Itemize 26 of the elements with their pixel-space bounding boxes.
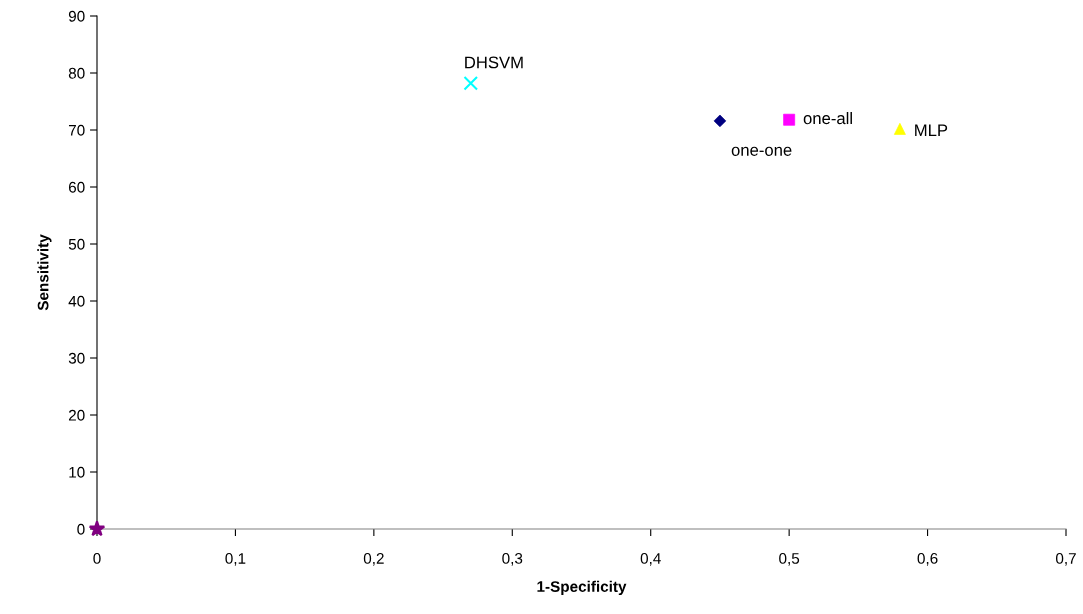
y-tick-label: 50 <box>68 238 85 250</box>
series-label: one-one <box>731 146 792 156</box>
x-tick-label: 0,5 <box>779 553 800 566</box>
y-tick-label: 30 <box>68 352 85 364</box>
x-tick-label: 0,4 <box>640 553 661 566</box>
y-tick-label: 40 <box>68 295 85 307</box>
x-axis-title: 1-Specificity <box>537 580 627 595</box>
x-tick-label: 0,3 <box>502 553 523 566</box>
x-tick-label: 0,2 <box>363 553 384 566</box>
point <box>88 520 106 537</box>
x-tick-label: 0,6 <box>917 553 938 566</box>
y-tick-label: 80 <box>68 67 85 79</box>
point <box>463 75 479 91</box>
x-tick-label: 0 <box>93 553 101 564</box>
series-label: MLP <box>915 124 948 136</box>
series-label: DHSVM <box>465 56 523 69</box>
y-tick-label: 60 <box>68 181 85 193</box>
y-tick-label: 70 <box>68 124 85 136</box>
y-tick-label: 10 <box>69 466 85 478</box>
y-tick-label: 0 <box>77 523 85 535</box>
y-axis-title: Sensitivity <box>37 234 52 311</box>
x-tick-label: 0,1 <box>225 553 246 566</box>
series-label: one-all <box>803 111 852 125</box>
x-tick-label: 0,7 <box>1055 553 1076 566</box>
y-tick-label: 20 <box>68 409 85 421</box>
y-tick-label: 90 <box>68 10 85 22</box>
